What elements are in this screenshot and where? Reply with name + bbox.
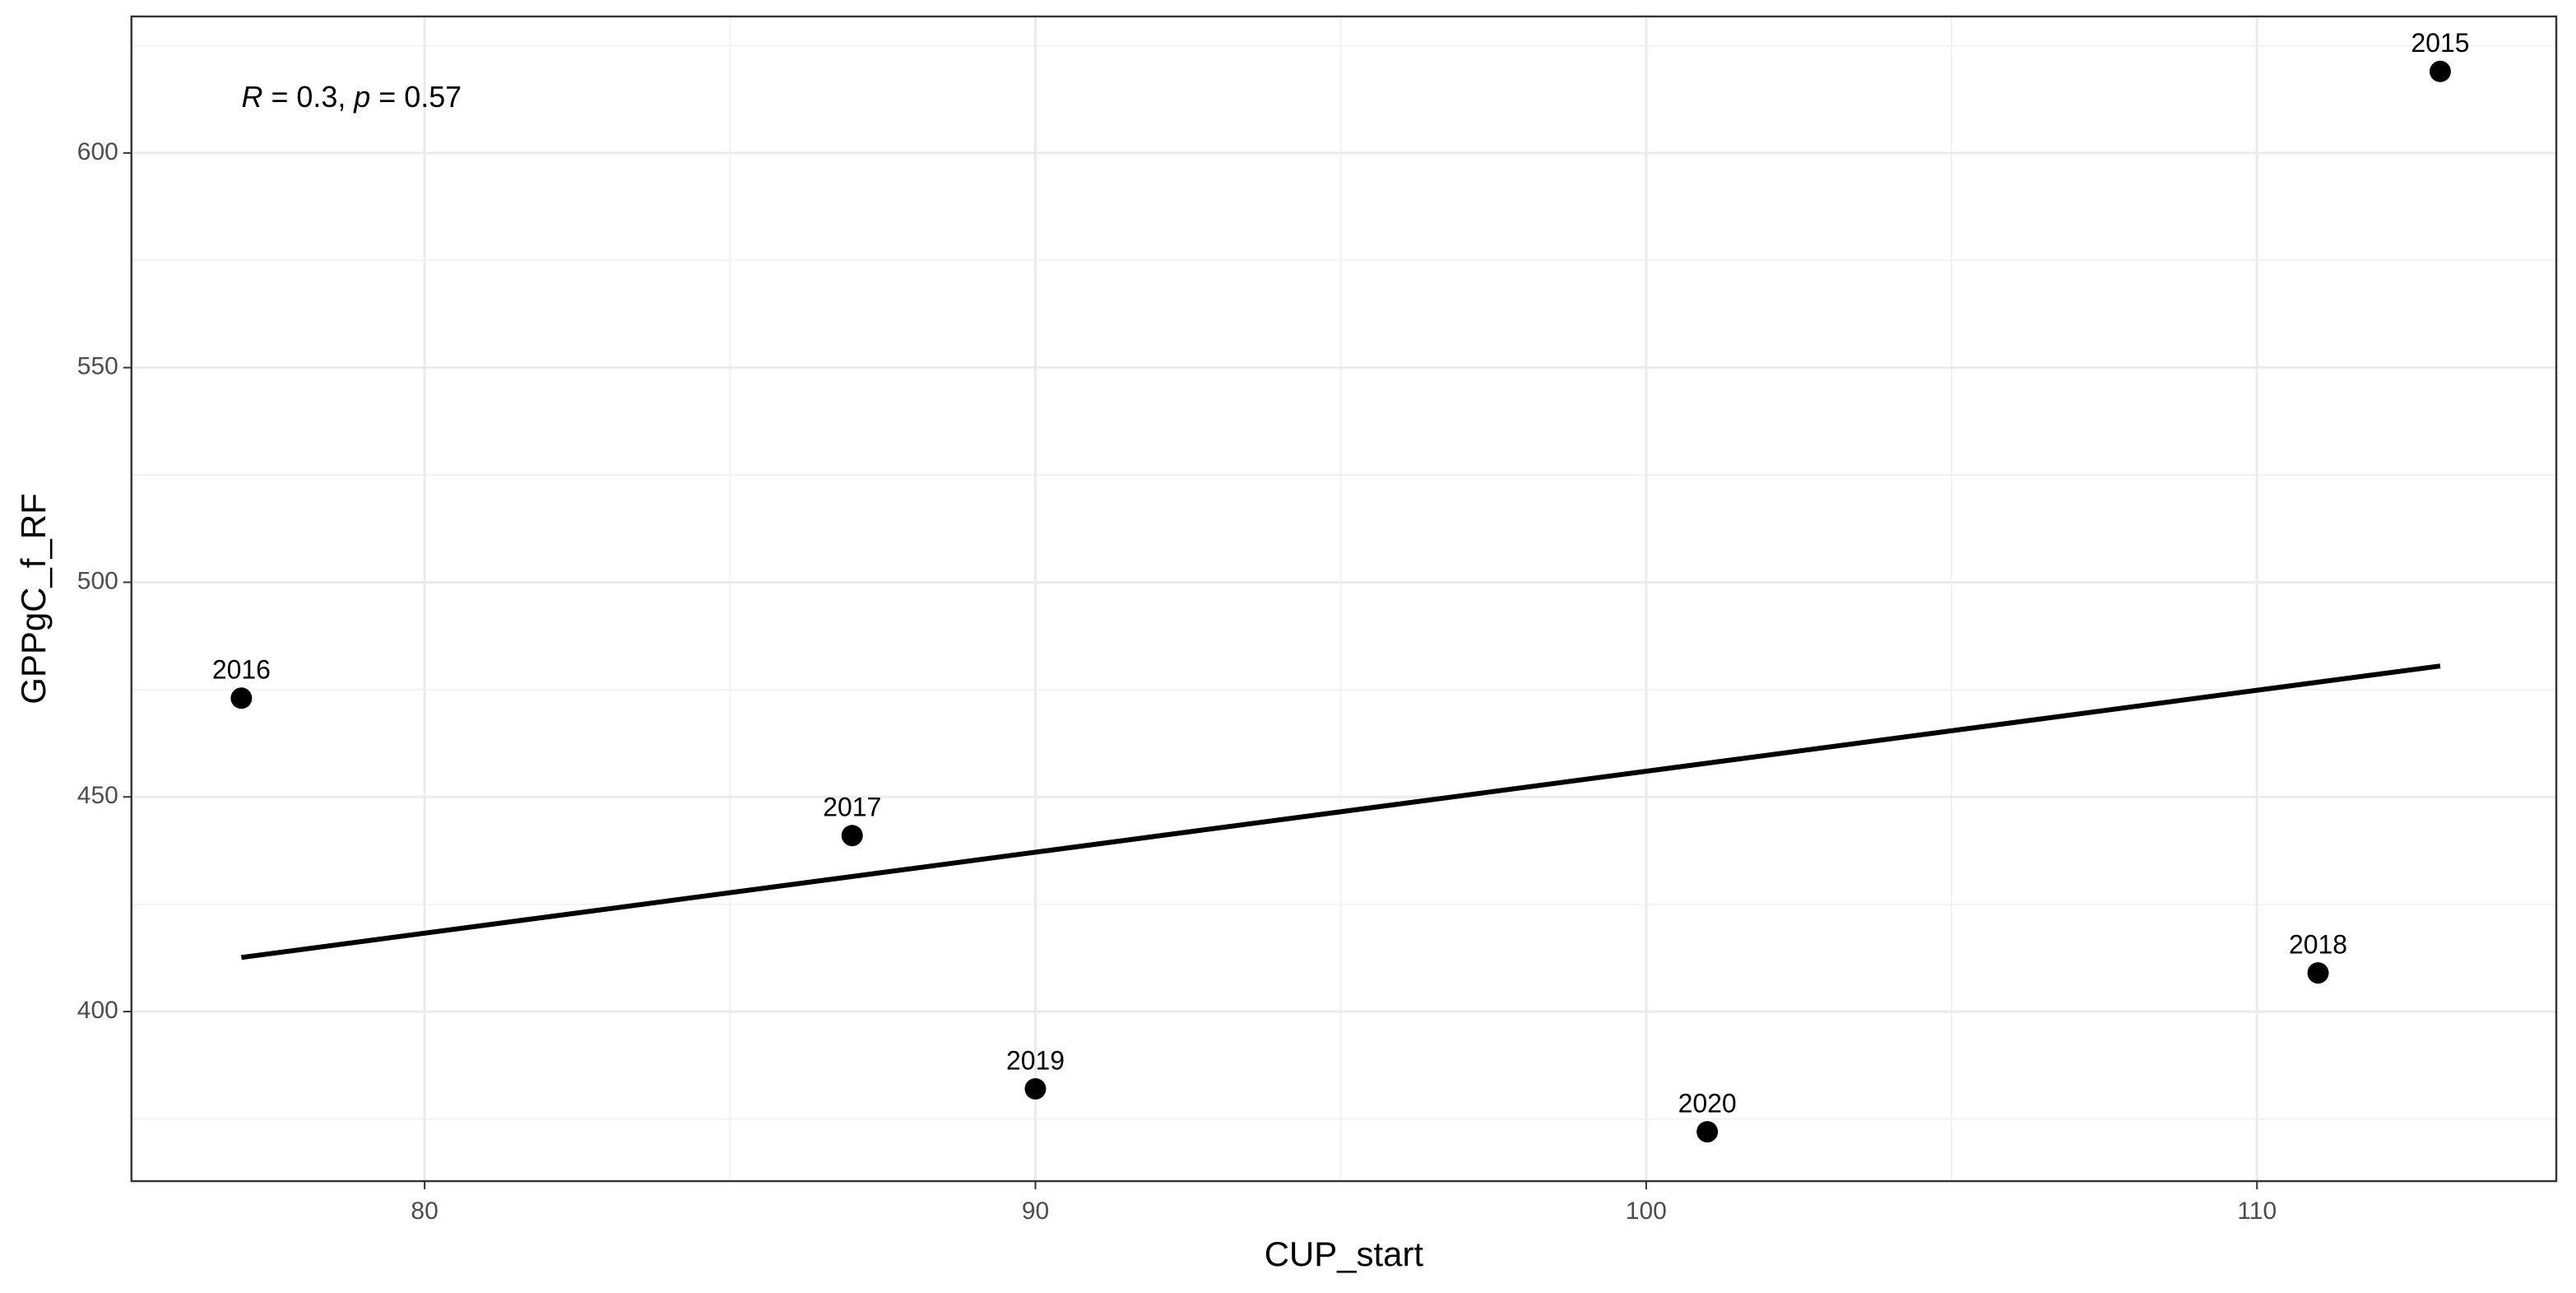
point-label: 2018: [2289, 930, 2347, 960]
y-tick-label: 550: [77, 353, 118, 380]
point: [2430, 60, 2451, 82]
point-label: 2015: [2411, 28, 2469, 58]
x-axis-title: CUP_start: [1265, 1235, 1424, 1273]
point: [2307, 962, 2329, 984]
annotation-part: = 0.3,: [262, 79, 354, 113]
panel-border: [130, 15, 2558, 1183]
point: [841, 825, 863, 847]
point-label: 2016: [212, 655, 271, 685]
annotation-part: = 0.57: [370, 79, 462, 113]
point: [1024, 1077, 1047, 1100]
y-tick-label: 600: [77, 138, 118, 165]
x-tick-label: 90: [1022, 1198, 1049, 1225]
y-tick-label: 500: [77, 567, 118, 594]
x-tick-label: 80: [411, 1198, 438, 1225]
y-tick-label: 400: [77, 997, 118, 1024]
point-label: 2017: [823, 793, 881, 822]
x-tick-label: 100: [1626, 1198, 1667, 1225]
point: [230, 687, 253, 709]
point-label: 2020: [1678, 1089, 1737, 1119]
y-tick-label: 450: [77, 782, 118, 809]
point-label: 2019: [1006, 1045, 1065, 1075]
annotation: R = 0.3, p = 0.57: [242, 79, 462, 113]
annotation-part: R: [242, 79, 263, 113]
x-tick-label: 110: [2237, 1198, 2277, 1225]
point: [1696, 1121, 1719, 1143]
annotation-part: p: [353, 79, 370, 113]
fit-line: [240, 663, 2441, 960]
y-axis-title: GPPgC_f_RF: [14, 493, 53, 705]
